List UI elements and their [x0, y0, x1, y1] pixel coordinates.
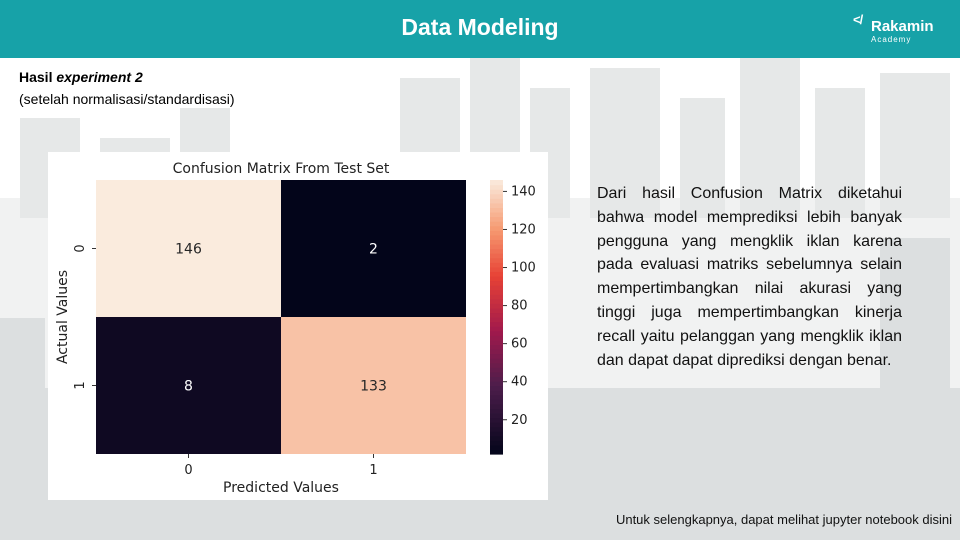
colorbar-segment [490, 234, 503, 240]
colorbar-segment [490, 180, 503, 186]
colorbar-segment [490, 294, 503, 300]
colorbar-segment [490, 184, 503, 190]
experiment-note: (setelah normalisasi/standardisasi) [19, 91, 235, 107]
colorbar-segment [490, 275, 503, 282]
colorbar-segment [490, 216, 503, 222]
colorbar-segment [490, 426, 503, 432]
experiment-italic: experiment [56, 69, 132, 85]
logo-subtitle: Academy [871, 35, 912, 44]
colorbar-segment [490, 403, 503, 409]
confusion-matrix-svg: Confusion Matrix From Test Set 146 2 8 133 0 1… [55, 161, 536, 496]
cell-value-label: 2 [369, 242, 378, 258]
colorbar-tick-label: 20 [511, 413, 528, 428]
colorbar-segment [490, 326, 503, 332]
colorbar-segment [490, 362, 503, 368]
header-bar: Data Modeling </ Rakamin Academy [0, 0, 960, 58]
colorbar-tick-label: 60 [511, 337, 528, 352]
colorbar-tick-label: 80 [511, 299, 528, 314]
colorbar-segment [490, 330, 503, 336]
colorbar-segment [490, 435, 503, 441]
colorbar-segment [490, 303, 503, 309]
colorbar-segment [490, 339, 503, 345]
cell-value-label: 8 [184, 379, 193, 395]
x-tick-label: 0 [184, 463, 192, 478]
colorbar-segment [490, 243, 503, 250]
y-axis-label: Actual Values [55, 270, 71, 364]
colorbar-segment [490, 358, 503, 364]
colorbar-segment [490, 289, 503, 295]
colorbar-segment [490, 417, 503, 423]
x-axis-label: Predicted Values [223, 480, 339, 496]
heatmap-cell [281, 317, 466, 454]
x-tick-label: 1 [369, 463, 377, 478]
colorbar-segment [490, 221, 503, 227]
colorbar-segment [490, 399, 503, 405]
confusion-matrix-chart: Confusion Matrix From Test Set 146 2 8 133 0 1… [48, 152, 548, 500]
colorbar-segment [490, 262, 503, 268]
colorbar-segment [490, 266, 503, 272]
y-tick-label: 0 [73, 244, 88, 252]
footer-note[interactable]: Untuk selengkapnya, dapat melihat jupyte… [615, 512, 952, 527]
heatmap-cell [281, 180, 466, 317]
colorbar-segment [490, 257, 503, 263]
colorbar-tick-label: 120 [511, 222, 536, 237]
colorbar-segment [490, 317, 503, 323]
colorbar-segment [490, 422, 503, 428]
colorbar-segment [490, 307, 503, 314]
y-tick-label: 1 [73, 381, 88, 389]
heatmap-cell [96, 317, 281, 454]
experiment-lead: Hasil [19, 69, 53, 85]
colorbar-segment [490, 444, 503, 451]
colorbar-segment [490, 335, 503, 341]
colorbar-segment [490, 189, 503, 195]
colorbar-segment [490, 298, 503, 304]
colorbar-tick-label: 40 [511, 375, 528, 390]
colorbar-segment [490, 367, 503, 373]
colorbar-segment [490, 385, 503, 391]
colorbar-segment [490, 390, 503, 396]
colorbar-segment [490, 321, 503, 327]
colorbar-segment [490, 207, 503, 213]
cell-value-label: 133 [360, 379, 387, 395]
description-text: Dari hasil Confusion Matrix diketahui ba… [597, 185, 902, 369]
colorbar-segment [490, 271, 503, 277]
colorbar-segment [490, 202, 503, 208]
chart-title: Confusion Matrix From Test Set [173, 161, 390, 177]
code-bracket-icon: </ [853, 12, 863, 27]
heatmap-cell [96, 180, 281, 317]
colorbar-segment [490, 239, 503, 245]
page-title: Data Modeling [401, 14, 559, 40]
colorbar-segment [490, 280, 503, 286]
colorbar-segment [490, 449, 503, 455]
colorbar-segment [490, 380, 503, 387]
logo-name: Rakamin [871, 18, 934, 35]
colorbar-segment [490, 412, 503, 419]
colorbar-segment [490, 225, 503, 231]
colorbar-segment [490, 408, 503, 414]
colorbar-segment [490, 230, 503, 236]
colorbar-segment [490, 344, 503, 350]
colorbar-segment [490, 285, 503, 291]
colorbar-segment [490, 248, 503, 254]
colorbar-tick-label: 100 [511, 261, 536, 276]
colorbar-segment [490, 193, 503, 199]
colorbar-segment [490, 431, 503, 437]
colorbar-segment [490, 371, 503, 377]
colorbar-segment [490, 253, 503, 259]
experiment-number: 2 [134, 69, 143, 85]
colorbar-segment [490, 348, 503, 355]
colorbar-segment [490, 440, 503, 446]
colorbar-segment [490, 376, 503, 382]
colorbar-segment [490, 312, 503, 318]
colorbar-segment [490, 353, 503, 359]
cell-value-label: 146 [175, 242, 202, 258]
colorbar-tick-label: 140 [511, 184, 536, 199]
experiment-heading: Hasil experiment 2 [19, 69, 143, 85]
colorbar-segment [490, 394, 503, 400]
colorbar-segment [490, 211, 503, 218]
colorbar-segment [490, 198, 503, 204]
